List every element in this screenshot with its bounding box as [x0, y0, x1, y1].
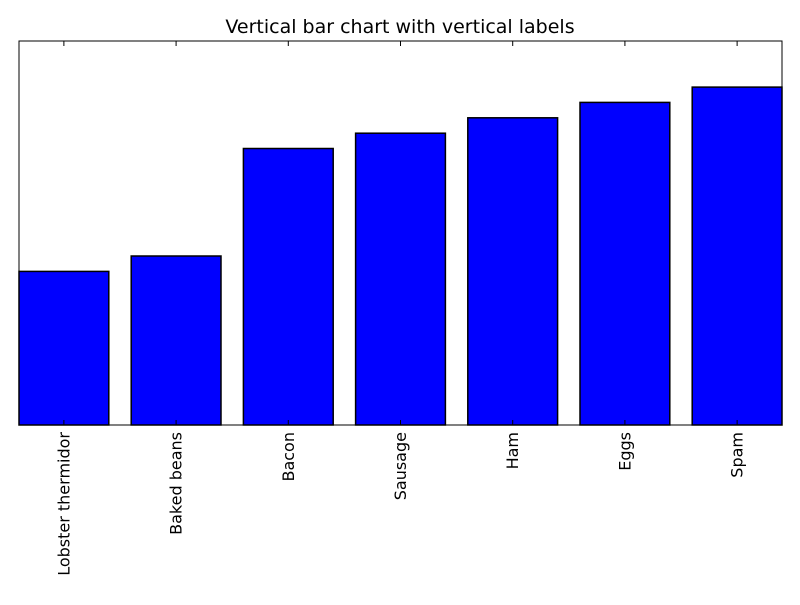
- x-tick-label-1: Baked beans: [167, 432, 186, 535]
- bar-0: [18, 270, 110, 426]
- x-tick-labels: Lobster thermidor Baked beans Bacon Sausage…: [54, 432, 746, 576]
- plot-frame: [18, 40, 783, 426]
- x-tick-label-3: Sausage: [391, 432, 410, 500]
- bar-1: [130, 255, 222, 426]
- bar-2: [242, 147, 334, 426]
- ticks-group: [63, 41, 738, 425]
- bar-6: [691, 86, 783, 426]
- x-tick-label-0: Lobster thermidor: [54, 432, 73, 576]
- bar-5: [579, 101, 671, 426]
- bar-3: [354, 132, 447, 426]
- bar-4: [467, 117, 559, 426]
- bars-group: [18, 86, 783, 426]
- x-tick-label-4: Ham: [503, 432, 522, 469]
- x-tick-label-5: Eggs: [615, 432, 634, 471]
- chart-title: Vertical bar chart with vertical labels: [225, 16, 574, 38]
- x-tick-label-2: Bacon: [279, 432, 298, 482]
- x-tick-label-6: Spam: [728, 432, 747, 478]
